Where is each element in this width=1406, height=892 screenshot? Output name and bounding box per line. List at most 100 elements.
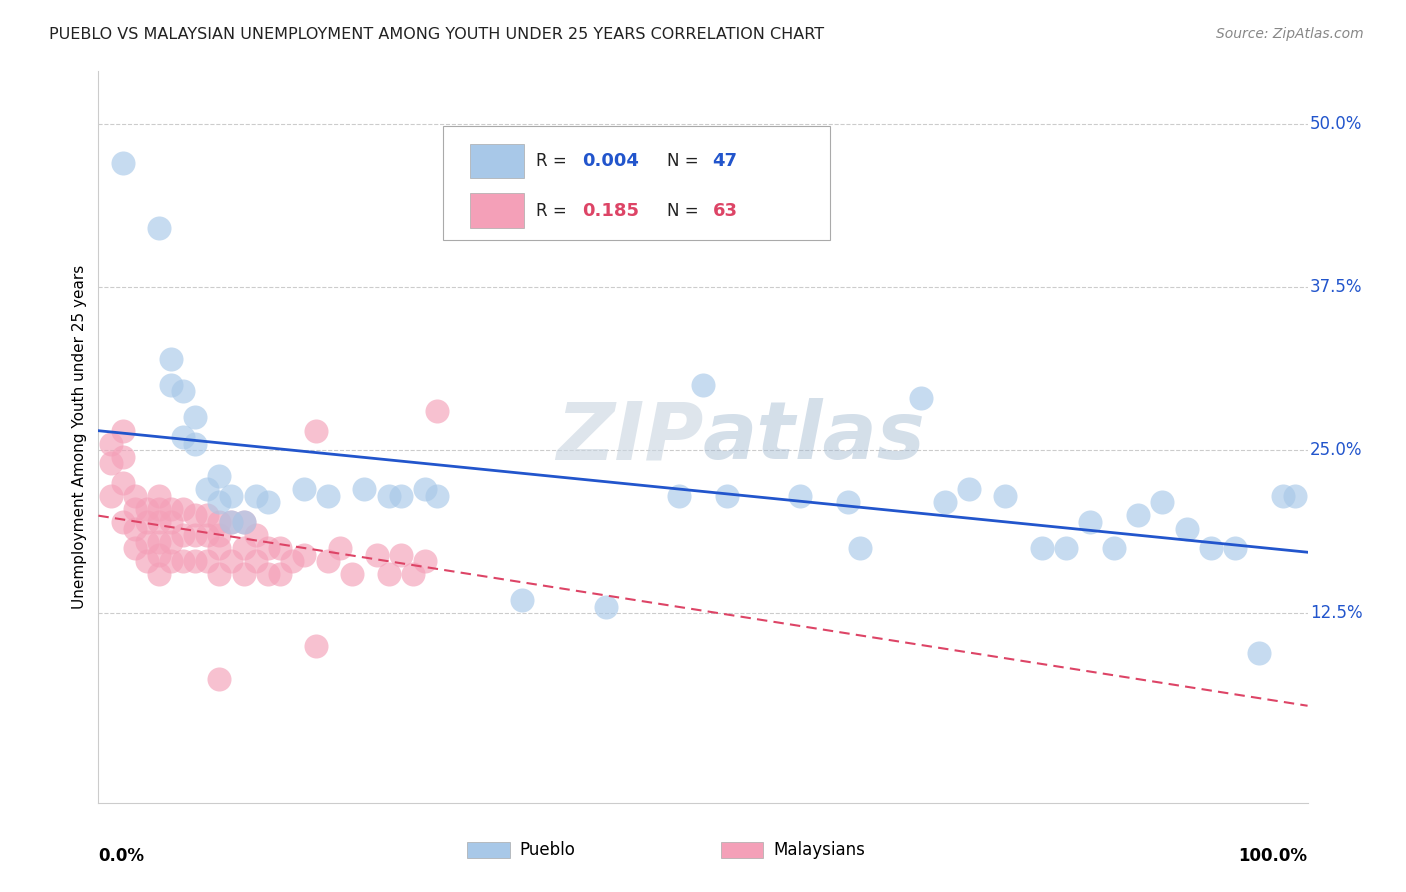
Point (413, 554, 436, 568)
Text: 12.5%: 12.5% (1310, 605, 1362, 623)
Point (256, 495, 278, 509)
Point (1128, 508, 1150, 523)
Point (172, 502, 194, 516)
Bar (721, 841, 763, 858)
Point (195, 508, 218, 523)
Point (366, 548, 388, 562)
Point (232, 515, 254, 529)
Point (292, 548, 315, 562)
Text: ZIP: ZIP (555, 398, 703, 476)
Point (232, 567, 254, 582)
Point (172, 430, 194, 444)
Point (1078, 515, 1101, 529)
Point (208, 528, 231, 542)
Point (377, 567, 399, 582)
Point (668, 489, 690, 503)
Point (208, 541, 231, 555)
Point (172, 554, 194, 568)
Text: 100.0%: 100.0% (1239, 847, 1308, 864)
Point (208, 495, 231, 509)
Point (160, 377, 183, 392)
Point (1054, 541, 1077, 555)
Point (172, 528, 194, 542)
Text: PUEBLO VS MALAYSIAN UNEMPLOYMENT AMONG YOUTH UNDER 25 YEARS CORRELATION CHART: PUEBLO VS MALAYSIAN UNEMPLOYMENT AMONG Y… (49, 27, 824, 42)
Point (195, 483, 218, 497)
Point (305, 639, 328, 653)
Point (256, 541, 278, 555)
Point (195, 528, 218, 542)
Point (111, 450, 134, 464)
Point (148, 534, 170, 549)
Point (160, 351, 183, 366)
Point (172, 384, 194, 399)
Point (389, 548, 412, 562)
Text: atlas: atlas (703, 398, 925, 476)
Point (184, 508, 207, 523)
Point (1175, 521, 1198, 535)
Text: 0.004: 0.004 (582, 153, 638, 170)
Text: Malaysians: Malaysians (773, 840, 865, 859)
Point (692, 377, 714, 392)
Point (426, 404, 449, 418)
Point (329, 541, 352, 555)
Point (269, 567, 291, 582)
Point (245, 554, 267, 568)
Point (292, 483, 315, 497)
Point (100, 456, 122, 470)
Point (195, 554, 218, 568)
Text: 25.0%: 25.0% (1310, 442, 1362, 459)
Text: 47: 47 (713, 153, 738, 170)
Point (184, 554, 207, 568)
Point (208, 672, 231, 686)
Point (245, 528, 267, 542)
Point (232, 515, 254, 529)
Point (389, 489, 412, 503)
Point (184, 528, 207, 542)
Point (184, 436, 207, 450)
Text: Pueblo: Pueblo (519, 840, 575, 859)
Point (160, 554, 183, 568)
Point (221, 489, 243, 503)
Point (910, 391, 932, 405)
Text: 0.185: 0.185 (582, 202, 640, 219)
Point (208, 515, 231, 529)
Point (111, 424, 134, 438)
FancyBboxPatch shape (443, 126, 830, 240)
Text: N =: N = (666, 153, 703, 170)
Point (148, 502, 170, 516)
Point (208, 469, 231, 483)
Point (1284, 489, 1306, 503)
Point (316, 554, 339, 568)
Point (184, 410, 207, 425)
Point (342, 567, 364, 582)
Point (148, 567, 170, 582)
Text: 37.5%: 37.5% (1310, 278, 1362, 296)
Point (135, 502, 157, 516)
Point (1272, 489, 1295, 503)
Y-axis label: Unemployment Among Youth under 25 years: Unemployment Among Youth under 25 years (72, 265, 87, 609)
Text: 63: 63 (713, 202, 738, 219)
Point (402, 567, 425, 582)
Point (281, 554, 304, 568)
Point (595, 599, 617, 614)
Text: R =: R = (536, 153, 572, 170)
Point (849, 541, 872, 555)
Point (148, 221, 170, 235)
Point (1223, 541, 1246, 555)
Point (100, 489, 122, 503)
Point (994, 489, 1017, 503)
Point (1031, 541, 1053, 555)
Point (316, 489, 339, 503)
Point (957, 483, 980, 497)
Point (245, 489, 267, 503)
Text: R =: R = (536, 202, 578, 219)
Point (1249, 646, 1271, 660)
Point (789, 489, 811, 503)
Point (377, 489, 399, 503)
Text: Source: ZipAtlas.com: Source: ZipAtlas.com (1216, 27, 1364, 41)
Point (111, 515, 134, 529)
Point (111, 475, 134, 490)
Point (221, 515, 243, 529)
Point (100, 436, 122, 450)
Point (716, 489, 738, 503)
